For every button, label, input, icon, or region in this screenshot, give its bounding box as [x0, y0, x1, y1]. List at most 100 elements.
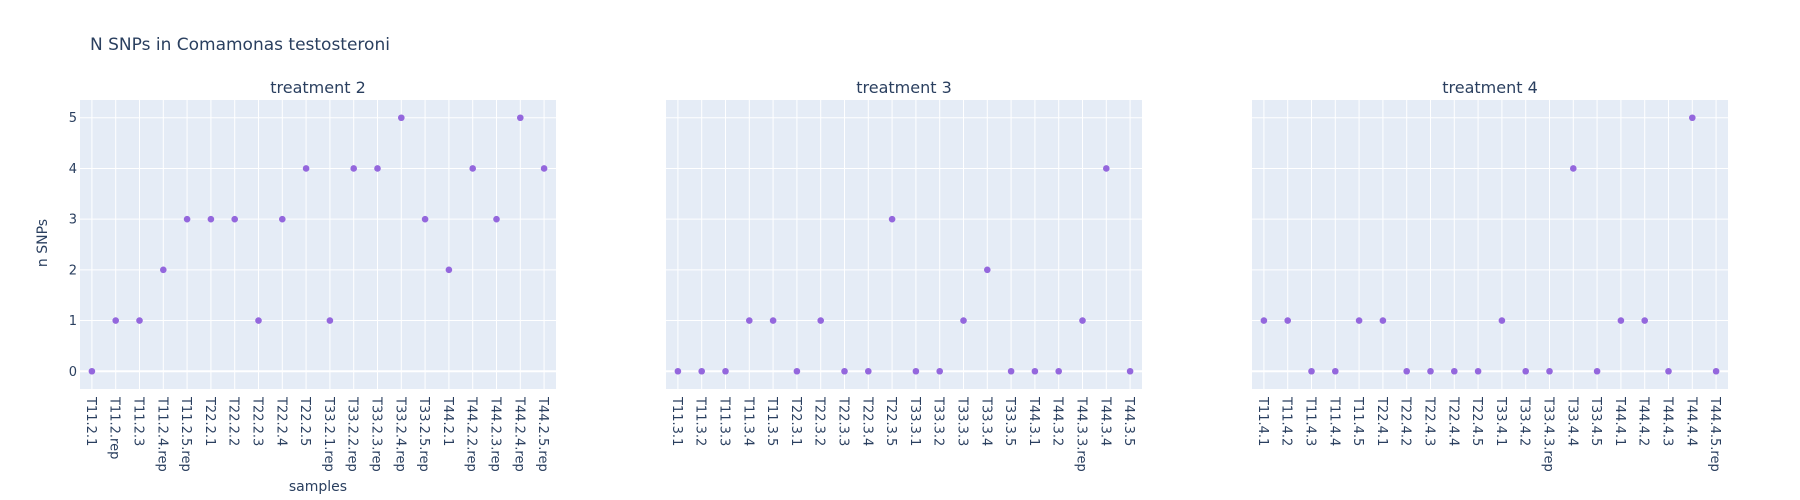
x-tick-label: T33.4.4 [1564, 396, 1579, 446]
x-tick-label: T44.4.4 [1683, 396, 1698, 446]
x-tick-label: T11.3.5 [764, 396, 779, 446]
x-tick-label: T22.2.4 [273, 396, 288, 446]
data-point [445, 266, 453, 274]
x-tick-label: T22.4.1 [1374, 396, 1389, 446]
plot-area [666, 100, 1142, 389]
data-point [1332, 367, 1339, 375]
x-tick-label: T33.4.5 [1588, 396, 1603, 446]
data-point [841, 367, 848, 375]
data-point [817, 317, 824, 324]
x-tick-label: T11.4.1 [1255, 396, 1270, 446]
x-tick-label: T33.3.2 [931, 396, 946, 446]
data-point [493, 215, 500, 223]
data-point [722, 367, 729, 375]
x-tick-label: T11.2.5.rep [178, 396, 193, 472]
data-point [1570, 165, 1577, 172]
y-tick-label: 2 [69, 263, 77, 278]
data-point [1031, 367, 1039, 375]
x-tick-label: T11.3.2 [693, 396, 708, 446]
x-tick-label: T33.3.5 [1002, 396, 1017, 446]
data-point [1355, 317, 1363, 324]
x-tick-label: T33.4.3.rep [1541, 396, 1556, 472]
data-point [374, 165, 381, 172]
data-point [674, 367, 682, 375]
chart-title: N SNPs in Comamonas testosteroni [90, 35, 390, 55]
data-point [1379, 317, 1387, 324]
data-point [1522, 367, 1529, 375]
x-tick-label: T33.2.5.rep [416, 396, 431, 472]
x-tick-label: T11.3.3 [717, 396, 732, 446]
x-tick-label: T22.2.1 [202, 396, 217, 446]
data-point [88, 367, 96, 375]
x-tick-label: T33.2.1.rep [321, 396, 336, 472]
x-tick-label: T33.3.4 [978, 396, 993, 446]
plot-area [80, 100, 556, 389]
x-tick-label: T22.2.3 [250, 396, 265, 446]
data-point [421, 215, 429, 223]
data-point [984, 266, 991, 274]
data-point [1079, 317, 1086, 324]
panel-title: treatment 4 [1442, 78, 1538, 97]
x-tick-label: T22.3.1 [788, 396, 803, 446]
x-tick-label: T11.2.4.rep [154, 396, 169, 472]
x-tick-label: T44.4.1 [1612, 396, 1627, 446]
x-tick-label: T44.2.1 [440, 396, 455, 446]
plot-area [1252, 100, 1728, 389]
x-tick-label: T33.2.4.rep [392, 396, 407, 472]
x-tick-label: T44.3.5 [1121, 396, 1136, 446]
data-point [540, 165, 548, 172]
panel-title: treatment 3 [856, 78, 952, 97]
data-point [398, 114, 405, 122]
x-tick-label: T44.4.2 [1636, 396, 1651, 446]
data-point [865, 367, 872, 375]
data-point [1308, 367, 1315, 375]
data-point [1007, 367, 1015, 375]
data-point [279, 215, 286, 223]
data-point [1665, 367, 1672, 375]
x-tick-label: T11.3.1 [669, 396, 684, 446]
x-tick-label: T11.4.4 [1326, 396, 1341, 446]
data-point [350, 165, 358, 172]
x-tick-label: T44.2.3.rep [488, 396, 503, 472]
data-point [1126, 367, 1134, 375]
data-point [888, 215, 896, 223]
x-tick-label: T44.4.3 [1660, 396, 1675, 446]
data-point [698, 367, 705, 375]
y-tick-label: 4 [69, 162, 77, 177]
x-tick-label: T11.4.3 [1303, 396, 1318, 446]
x-tick-label: T33.2.3.rep [369, 396, 384, 472]
panel-2: treatment 3 T11.3.1 T11.3.2 T11.3.3 T11.3.4 T… [666, 78, 1142, 472]
x-tick-label: T33.3.1 [907, 396, 922, 446]
data-point [183, 215, 191, 223]
x-tick-label: T44.3.2 [1050, 396, 1065, 446]
x-tick-label: T44.4.5.rep [1707, 396, 1722, 472]
x-tick-label: T33.4.2 [1517, 396, 1532, 446]
panel-1: 0 1 2 3 4 5 treatment 2 T11.2.1 T11.2.rep T11.2.3… [69, 78, 556, 472]
x-tick-label: T22.4.5 [1469, 396, 1484, 446]
x-tick-label: T11.4.5 [1350, 396, 1365, 446]
x-tick-label: T44.3.4 [1097, 396, 1112, 446]
y-axis-title: n SNPs [35, 219, 51, 267]
data-point [1451, 367, 1458, 375]
data-point [160, 266, 167, 274]
data-point [936, 367, 943, 375]
data-point [326, 317, 334, 324]
data-point [469, 165, 477, 172]
x-tick-label: T44.3.3.rep [1074, 396, 1089, 472]
y-tick-label: 1 [69, 314, 77, 329]
y-tick-label: 5 [69, 111, 77, 126]
data-point [1403, 367, 1410, 375]
data-point [517, 114, 524, 122]
data-point [1498, 317, 1506, 324]
data-point [1617, 317, 1625, 324]
x-tick-label: T22.3.4 [859, 396, 874, 446]
y-tick-label: 3 [69, 213, 77, 228]
x-tick-label: T22.4.2 [1398, 396, 1413, 446]
x-axis-title: samples [289, 479, 347, 495]
x-tick-label: T11.4.2 [1279, 396, 1294, 446]
data-point [1689, 114, 1696, 122]
x-tick-label: T11.3.4 [740, 396, 755, 446]
data-point [960, 317, 967, 324]
x-tick-label: T11.2.3 [131, 396, 146, 446]
